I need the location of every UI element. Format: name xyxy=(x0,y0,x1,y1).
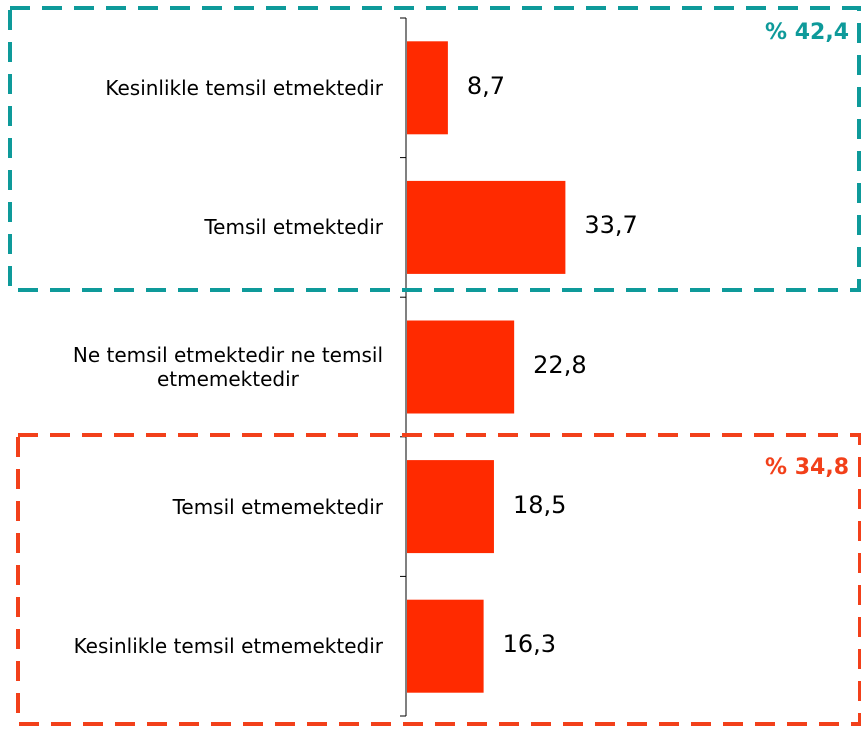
category-label-line: Ne temsil etmektedir ne temsil xyxy=(72,343,383,367)
category-label: Ne temsil etmektedir ne temsil etmemekted… xyxy=(73,343,383,391)
bar xyxy=(407,460,494,554)
data-label: 18,5 xyxy=(512,490,567,519)
category-label-line: Temsil etmemektedir xyxy=(172,494,383,519)
group-total-agree: % 42,4 xyxy=(765,20,849,45)
bars xyxy=(407,41,566,693)
group-total-disagree: % 34,8 xyxy=(765,455,849,480)
data-label: 16,3 xyxy=(502,630,557,659)
category-label-line: Kesinlikle temsil etmektedir xyxy=(105,75,383,100)
data-label: 33,7 xyxy=(584,211,638,240)
data-label: 8,7 xyxy=(466,71,506,100)
category-label-line: Temsil etmektedir xyxy=(204,215,383,240)
group-box-disagree xyxy=(16,433,861,726)
category-label-line: Kesinlikle temsil etmemektedir xyxy=(73,634,383,659)
category-label: Temsil etmektedir xyxy=(204,215,383,239)
bar xyxy=(407,320,515,414)
category-label: Temsil etmemektedir xyxy=(173,495,383,519)
category-label-line: etmemektedir xyxy=(156,367,299,391)
bar xyxy=(407,41,448,135)
category-label: Kesinlikle temsil etmemektedir xyxy=(74,634,383,658)
group-box-agree xyxy=(8,6,861,292)
bar xyxy=(407,180,566,274)
category-label: Kesinlikle temsil etmektedir xyxy=(105,76,383,100)
axis-ticks xyxy=(400,17,406,717)
bar xyxy=(407,599,484,693)
data-label: 22,8 xyxy=(533,351,587,379)
